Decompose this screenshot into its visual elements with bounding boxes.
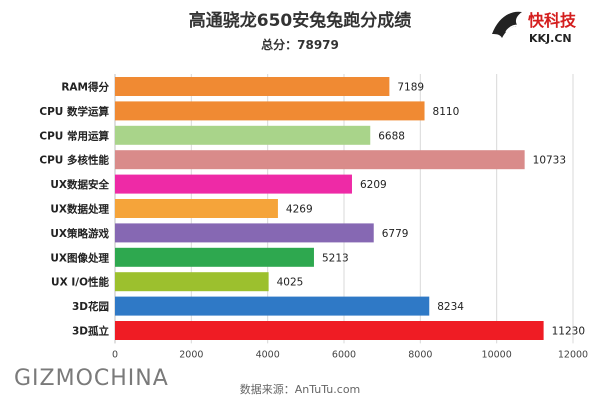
x-tick-label: 6000 xyxy=(332,349,356,360)
bar xyxy=(115,272,269,292)
x-tick-label: 0 xyxy=(112,349,118,360)
category-label: RAM得分 xyxy=(61,81,109,94)
bar xyxy=(115,125,371,145)
category-label: 3D花园 xyxy=(72,300,109,313)
bar xyxy=(115,247,314,267)
category-label: UX策略游戏 xyxy=(50,227,109,240)
category-label: UX图像处理 xyxy=(50,251,109,264)
value-label: 6209 xyxy=(360,179,387,191)
bar xyxy=(115,321,544,340)
x-tick-label: 8000 xyxy=(408,349,432,360)
value-label: 11230 xyxy=(552,326,585,338)
value-label: 8110 xyxy=(433,106,460,118)
bar xyxy=(115,223,374,243)
category-label: CPU 数学运算 xyxy=(39,105,109,118)
x-tick-label: 2000 xyxy=(179,349,203,360)
category-label: UX数据安全 xyxy=(50,178,109,191)
category-label: UX I/O性能 xyxy=(51,276,109,289)
category-label: 3D孤立 xyxy=(72,325,110,338)
bar xyxy=(115,174,352,194)
value-label: 6779 xyxy=(382,228,409,240)
x-tick-label: 10000 xyxy=(482,349,512,360)
value-label: 5213 xyxy=(322,252,349,264)
watermark: GIZMOCHINA xyxy=(14,366,169,391)
chart-subtitle: 总分：78979 xyxy=(261,38,339,52)
category-label: CPU 多核性能 xyxy=(39,154,109,167)
source-note: 数据来源：AnTuTu.com xyxy=(239,383,361,396)
x-tick-label: 12000 xyxy=(558,349,588,360)
brand-name: 快科技 xyxy=(528,11,577,30)
bar xyxy=(115,77,390,96)
value-label: 7189 xyxy=(397,82,424,94)
labels: RAM得分 7189 CPU 数学运算 8110 CPU 常用运算 6688 CPU 多核性… xyxy=(39,81,585,338)
chart-title: 高通骁龙650安兔兔跑分成绩 xyxy=(188,11,412,31)
bar xyxy=(115,296,430,316)
bars xyxy=(115,77,544,340)
brand-url: KKJ.CN xyxy=(529,32,572,45)
value-label: 4269 xyxy=(286,204,313,216)
brand-logo: 快科技 KKJ.CN xyxy=(492,11,577,45)
bird-icon xyxy=(492,11,523,38)
x-tick-label: 4000 xyxy=(256,349,280,360)
value-label: 10733 xyxy=(533,155,566,167)
value-label: 6688 xyxy=(378,130,405,142)
bar xyxy=(115,150,525,170)
category-label: CPU 常用运算 xyxy=(39,129,109,142)
x-axis-ticks: 0 2000 4000 6000 8000 10000 12000 xyxy=(112,349,588,360)
category-label: UX数据处理 xyxy=(50,203,109,216)
bar xyxy=(115,101,425,121)
value-label: 4025 xyxy=(277,277,304,289)
bar xyxy=(115,199,278,218)
value-label: 8234 xyxy=(437,301,464,313)
